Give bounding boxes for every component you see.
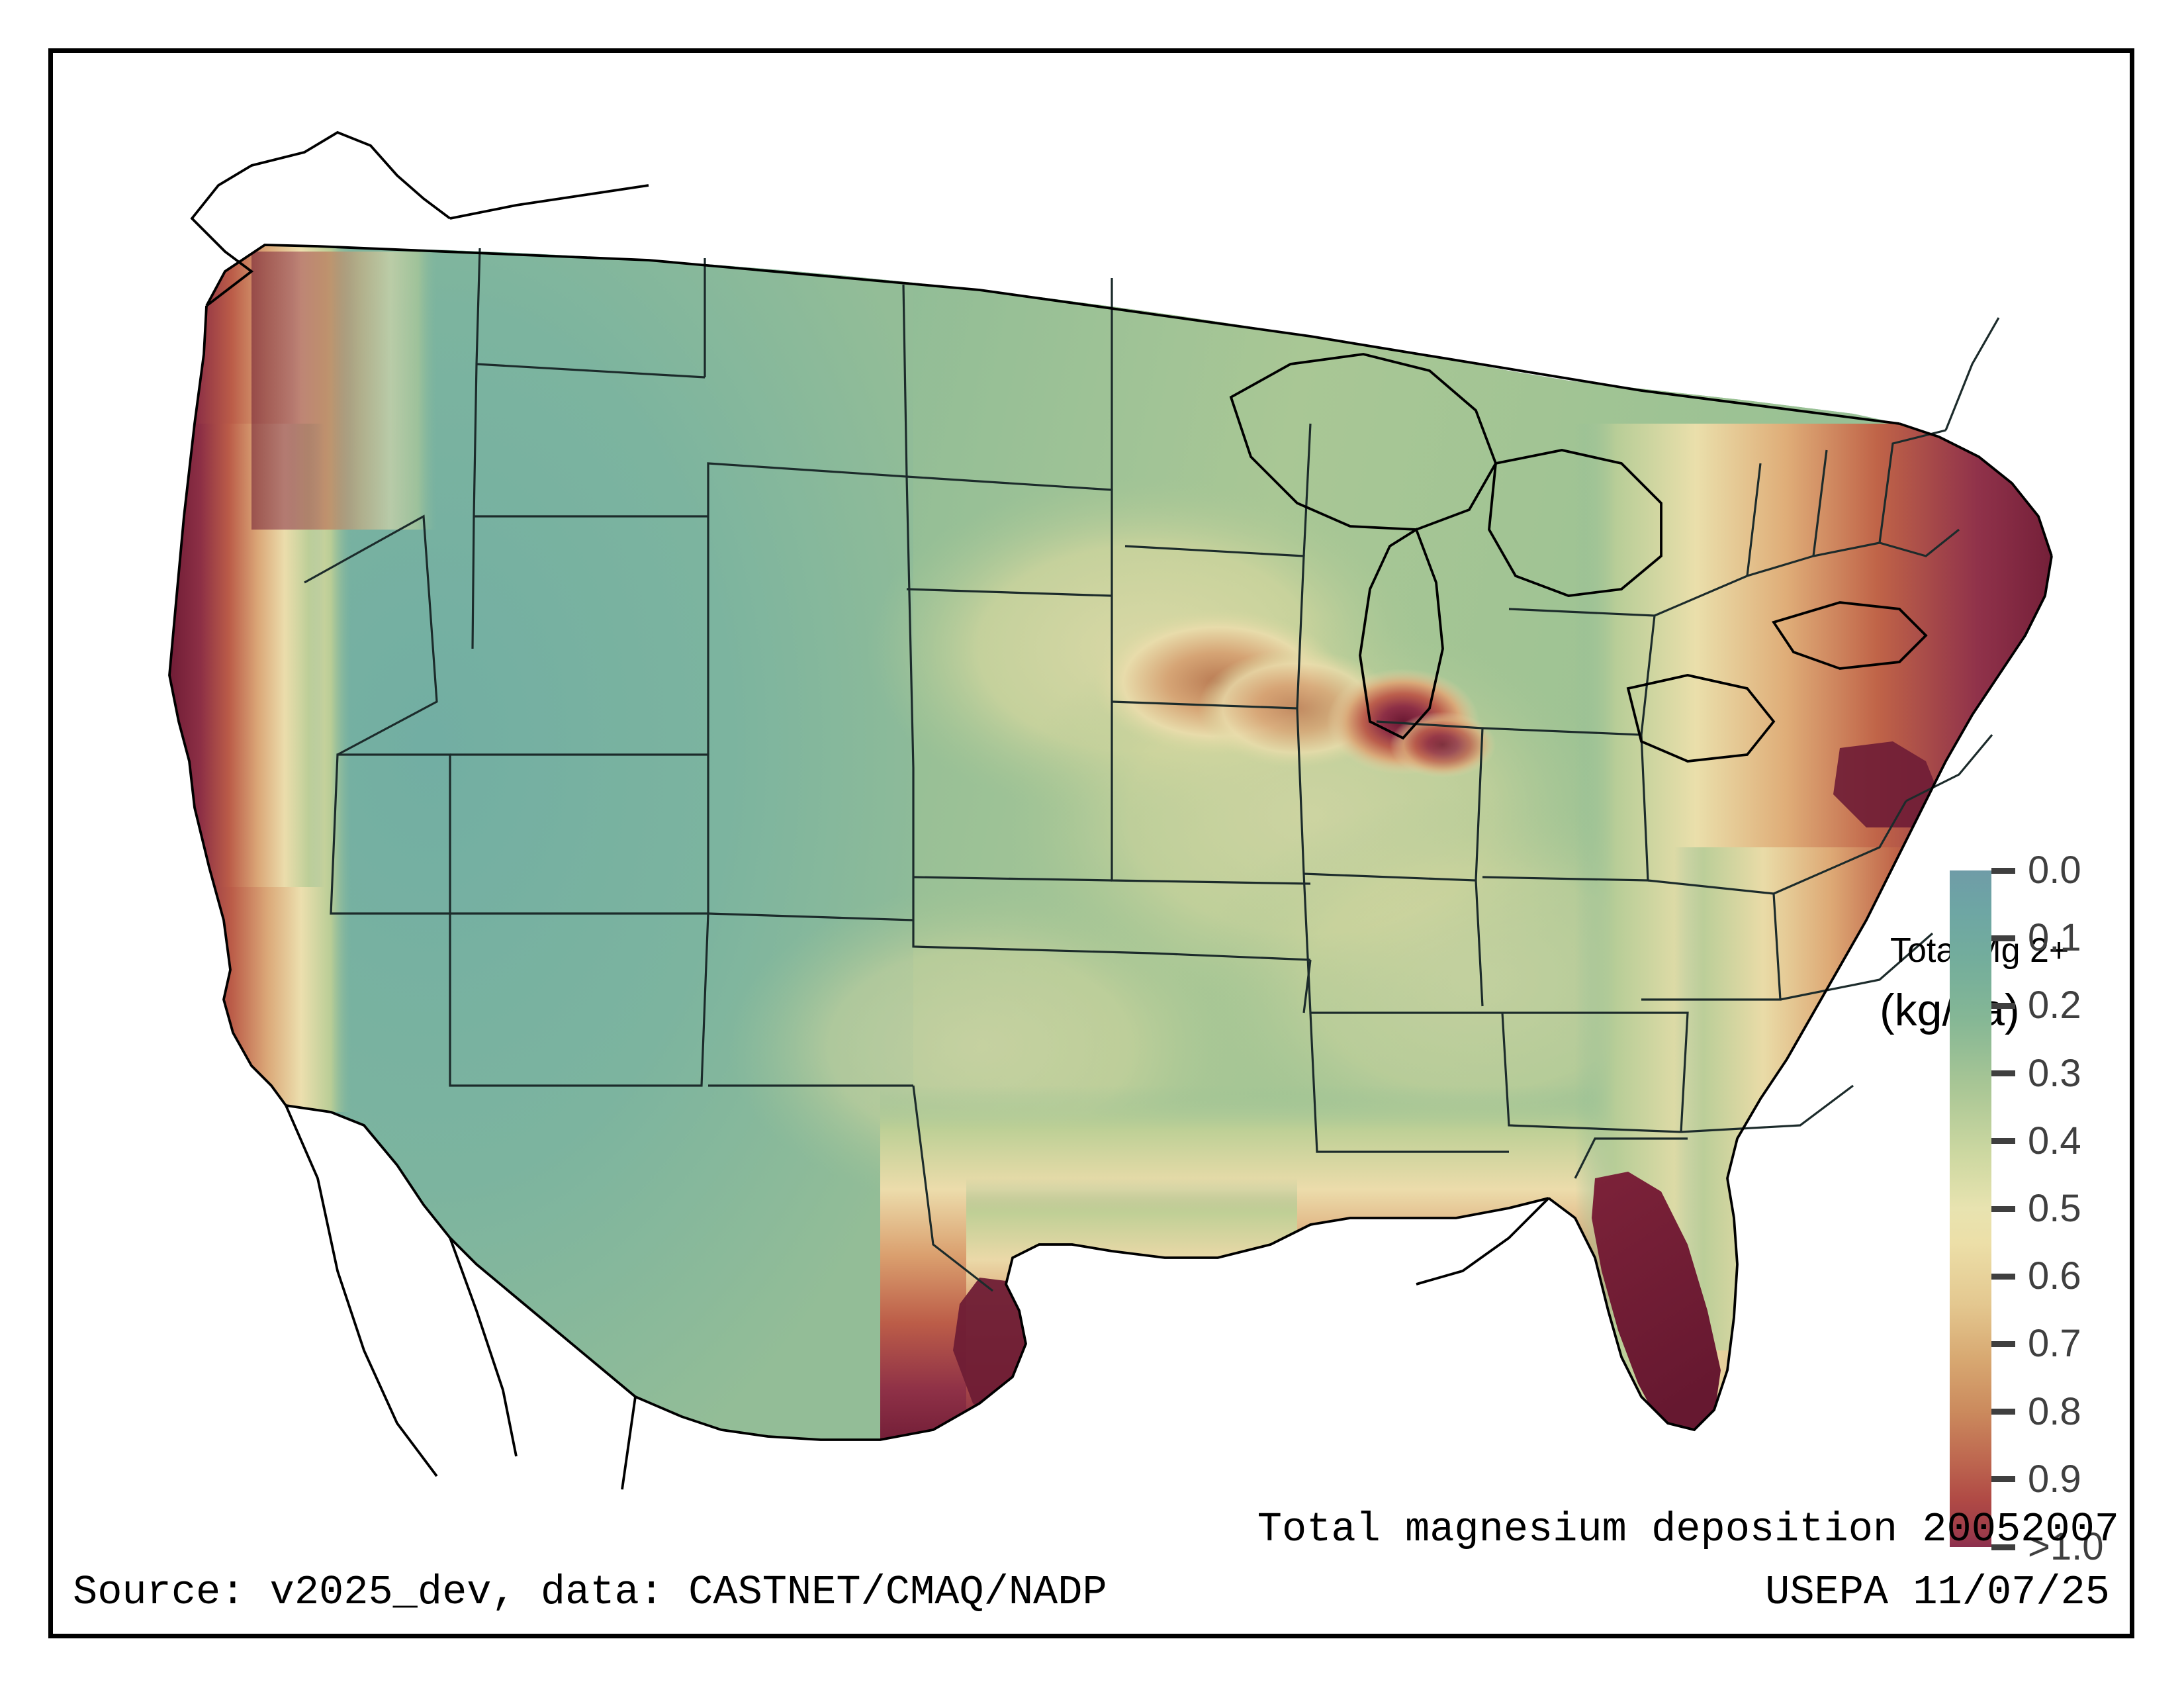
colorbar-tick-label: 0.6 [2028,1254,2081,1298]
colorbar-tick-mark [1991,1070,2015,1077]
colorbar-tick-mark [1991,1205,2015,1212]
colorbar-tick-label: 0.9 [2028,1457,2081,1501]
colorbar-tick-label: 0.5 [2028,1187,2081,1230]
agency-date-caption: USEPA 11/07/25 [1765,1569,2110,1616]
colorbar-tick-label: 0.2 [2028,984,2081,1027]
colorbar-tick-mark [1991,1409,2015,1415]
colorbar-tick-label: 0.0 [2028,849,2081,892]
colorbar-tick-mark [1991,867,2015,874]
deposition-raster [169,245,2052,1440]
colorbar-tick-mark [1991,1002,2015,1009]
deposition-map [53,53,2139,1496]
colorbar-tick-mark [1991,1544,2015,1550]
colorbar-tick-label: 0.8 [2028,1389,2081,1433]
colorbar-tick-mark [1991,1273,2015,1280]
source-caption: Source: v2025_dev, data: CASTNET/CMAQ/NA… [73,1569,1107,1616]
colorbar-tick-label: >1.0 [2028,1525,2104,1568]
colorbar-tick-mark [1991,935,2015,941]
colorbar: 0.0 0.1 0.2 0.3 0.4 0.5 0.6 0.7 0.8 0.9 >1.0 [1950,851,2148,1566]
colorbar-tick-mark [1991,1340,2015,1347]
legend-title-units: (kg/ha) [1880,988,2131,1033]
colorbar-tick-label: 0.7 [2028,1322,2081,1366]
state-boundaries [304,248,2000,1292]
colorbar-gradient [1950,870,1991,1547]
colorbar-tick-label: 0.1 [2028,916,2081,960]
coastline [168,130,2053,1490]
figure-frame: Total Mg 2+ (kg/ha) 0.00.10.20.30.40.50.… [48,48,2134,1638]
colorbar-tick-label: 0.3 [2028,1051,2081,1095]
colorbar-tick-mark [1991,1138,2015,1145]
colorbar-tick-mark [1991,1476,2015,1483]
map-canvas [168,130,2053,1490]
colorbar-tick-label: 0.4 [2028,1119,2081,1162]
map-title-caption: Total magnesium deposition 20052007 [1257,1506,2119,1553]
